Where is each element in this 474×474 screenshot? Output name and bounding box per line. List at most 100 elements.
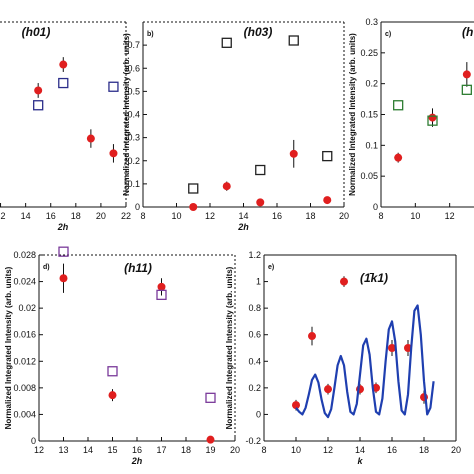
data-point: [109, 149, 118, 158]
x-tick-label: 18: [419, 445, 429, 455]
x-tick-label: 16: [387, 445, 397, 455]
x-tick-label: 18: [71, 211, 81, 221]
y-axis-label: Normalized Integrated Intensity (arb. un…: [4, 266, 13, 429]
x-tick-label: 18: [305, 211, 315, 221]
data-point: [86, 134, 95, 143]
x-tick-label: 16: [46, 211, 56, 221]
data-point: [59, 274, 68, 283]
open-square-marker: [205, 392, 216, 403]
data-point: [222, 182, 231, 191]
data-point: [388, 344, 396, 352]
x-tick-label: 16: [272, 211, 282, 221]
y-tick-label: 0.024: [13, 277, 36, 287]
x-tick-label: 12: [0, 211, 6, 221]
panel-label: b): [147, 31, 154, 38]
x-tick-label: 14: [83, 445, 93, 455]
x-tick-label: 14: [355, 445, 365, 455]
y-tick-label: 0.4: [127, 110, 140, 120]
x-tick-label: 12: [445, 211, 455, 221]
data-point: [428, 113, 437, 122]
y-tick-label: 0.05: [360, 171, 378, 181]
y-tick-label: 0.2: [127, 156, 140, 166]
fit-curve: [295, 304, 435, 419]
y-tick-label: 0.2: [365, 79, 378, 89]
panel-label: d): [43, 264, 50, 271]
chart-title: (h01): [22, 25, 51, 39]
x-tick-label: 14: [238, 211, 248, 221]
x-tick-label: 10: [291, 445, 301, 455]
x-tick-label: 10: [410, 211, 420, 221]
x-axis-label: 2h: [237, 222, 249, 232]
data-point: [108, 391, 117, 400]
y-tick-label: 0.15: [360, 110, 378, 120]
data-point: [34, 86, 43, 95]
y-axis-label: Normalized Integrated Intensity (arb. un…: [225, 266, 234, 429]
data-point: [59, 60, 68, 69]
x-tick-label: 20: [339, 211, 349, 221]
x-tick-label: 15: [107, 445, 117, 455]
y-tick-label: 0.7: [127, 40, 140, 50]
y-tick-label: 0.2: [248, 383, 261, 393]
open-square-marker: [108, 81, 119, 92]
y-tick-label: 0.3: [127, 133, 140, 143]
data-point: [323, 196, 332, 205]
y-tick-label: 0.3: [365, 17, 378, 27]
chart-panel-p2: 8 10 12 14 16 18 20 0 0.1 0.2 0.3 0.4 0.5 0.6 0.7 2h Nor…: [122, 21, 349, 232]
open-square-marker: [288, 35, 299, 46]
x-tick-label: 20: [230, 445, 240, 455]
data-point: [340, 277, 348, 286]
open-square-marker: [393, 100, 404, 111]
y-tick-label: 0.6: [248, 330, 261, 340]
open-square-marker: [322, 150, 333, 162]
y-tick-label: 0.1: [365, 140, 378, 150]
y-tick-label: 0.4: [248, 356, 261, 366]
chart-panel-p3: 8 10 12 0 0.05 0.1 0.15 0.2 0.25 0.3 Normalized In…: [348, 17, 474, 221]
x-axis-label: 2h: [131, 456, 143, 466]
open-square-marker: [58, 77, 69, 89]
y-tick-label: 0.1: [127, 179, 140, 189]
y-tick-label: 0.016: [13, 330, 36, 340]
x-tick-label: 12: [323, 445, 333, 455]
chart-title: (h: [462, 25, 473, 39]
y-tick-label: 1.2: [248, 250, 261, 260]
open-square-marker: [33, 100, 44, 111]
y-axis-label: Normalized Integrated Intensity (arb. un…: [348, 33, 357, 196]
data-point: [462, 70, 471, 79]
y-tick-label: 0.008: [13, 383, 36, 393]
chart-panel-p5: 8 10 12 14 16 18 20 -0.2 0 0.2 0.4 0.6 0.8 1 1.2 k Norma…: [225, 250, 461, 466]
chart-panel-p4: 12 13 14 15 16 17 18 19 20 0 0.004 0.008 0.012 0.016 0…: [4, 246, 240, 466]
x-tick-label: 20: [451, 445, 461, 455]
x-axis-label: 2h: [57, 222, 69, 232]
y-tick-label: 0.25: [360, 48, 378, 58]
open-square-marker: [221, 37, 232, 48]
y-axis-label: Normalized Integrated Intensity (arb. un…: [122, 33, 131, 196]
y-tick-label: 0.004: [13, 409, 36, 419]
x-tick-label: 12: [34, 445, 44, 455]
y-tick-label: 0: [31, 436, 36, 446]
y-tick-label: 0.6: [127, 63, 140, 73]
chart-title: (1̄k1): [360, 271, 388, 285]
x-tick-label: 20: [96, 211, 106, 221]
open-square-marker: [156, 289, 167, 301]
panel-label: e): [268, 264, 274, 271]
chart-title: (h11): [124, 261, 152, 275]
x-tick-label: 8: [378, 211, 383, 221]
x-tick-label: 14: [21, 211, 31, 221]
x-tick-label: 8: [261, 445, 266, 455]
open-square-marker: [427, 115, 438, 126]
data-point: [256, 198, 265, 207]
data-point: [289, 149, 298, 158]
chart-title: (h03): [244, 25, 273, 39]
x-tick-label: 12: [205, 211, 215, 221]
open-square-marker: [255, 164, 266, 176]
data-point: [292, 401, 300, 410]
y-tick-label: 0: [256, 409, 261, 419]
x-tick-label: 8: [140, 211, 145, 221]
data-point: [206, 435, 215, 444]
x-tick-label: 18: [181, 445, 191, 455]
data-point: [308, 332, 316, 341]
open-square-marker: [461, 84, 472, 95]
y-tick-label: 0.5: [127, 86, 140, 96]
data-point: [324, 385, 332, 394]
